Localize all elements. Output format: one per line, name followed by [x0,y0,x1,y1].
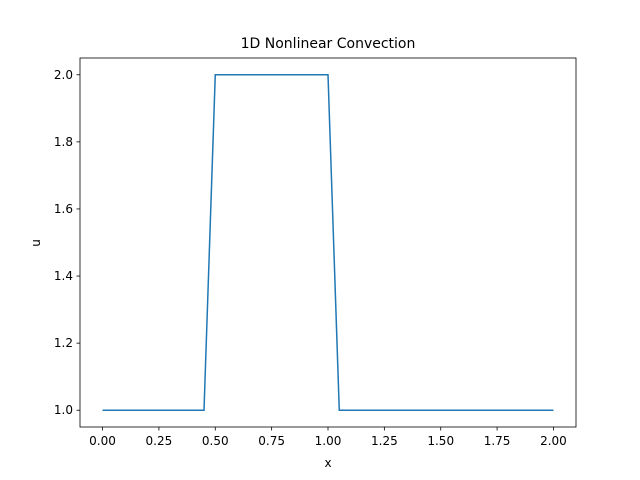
series-layer [102,74,554,411]
x-tick-label: 1.75 [484,434,511,448]
x-tick-label: 1.00 [315,434,342,448]
y-axis-ticks: 1.0 1.2 1.4 1.6 1.8 2.0 [54,68,80,417]
y-tick-label: 2.0 [54,68,73,82]
y-axis-label: u [29,239,43,247]
y-tick-label: 1.4 [54,269,73,283]
x-axis-ticks: 0.00 0.25 0.50 0.75 1.00 1.25 1.50 1.75 2.00 [89,427,567,448]
x-tick-label: 0.00 [89,434,116,448]
x-tick-label: 1.50 [427,434,454,448]
x-tick-label: 1.25 [371,434,398,448]
y-tick-label: 1.2 [54,336,73,350]
y-tick-label: 1.8 [54,135,73,149]
series-line-0 [102,74,554,411]
y-tick-label: 1.6 [54,202,73,216]
x-axis-label: x [324,456,331,470]
x-tick-label: 0.75 [258,434,285,448]
chart-title: 1D Nonlinear Convection [241,36,416,52]
x-tick-label: 0.50 [202,434,229,448]
x-tick-label: 2.00 [540,434,567,448]
y-tick-label: 1.0 [54,403,73,417]
x-tick-label: 0.25 [146,434,173,448]
